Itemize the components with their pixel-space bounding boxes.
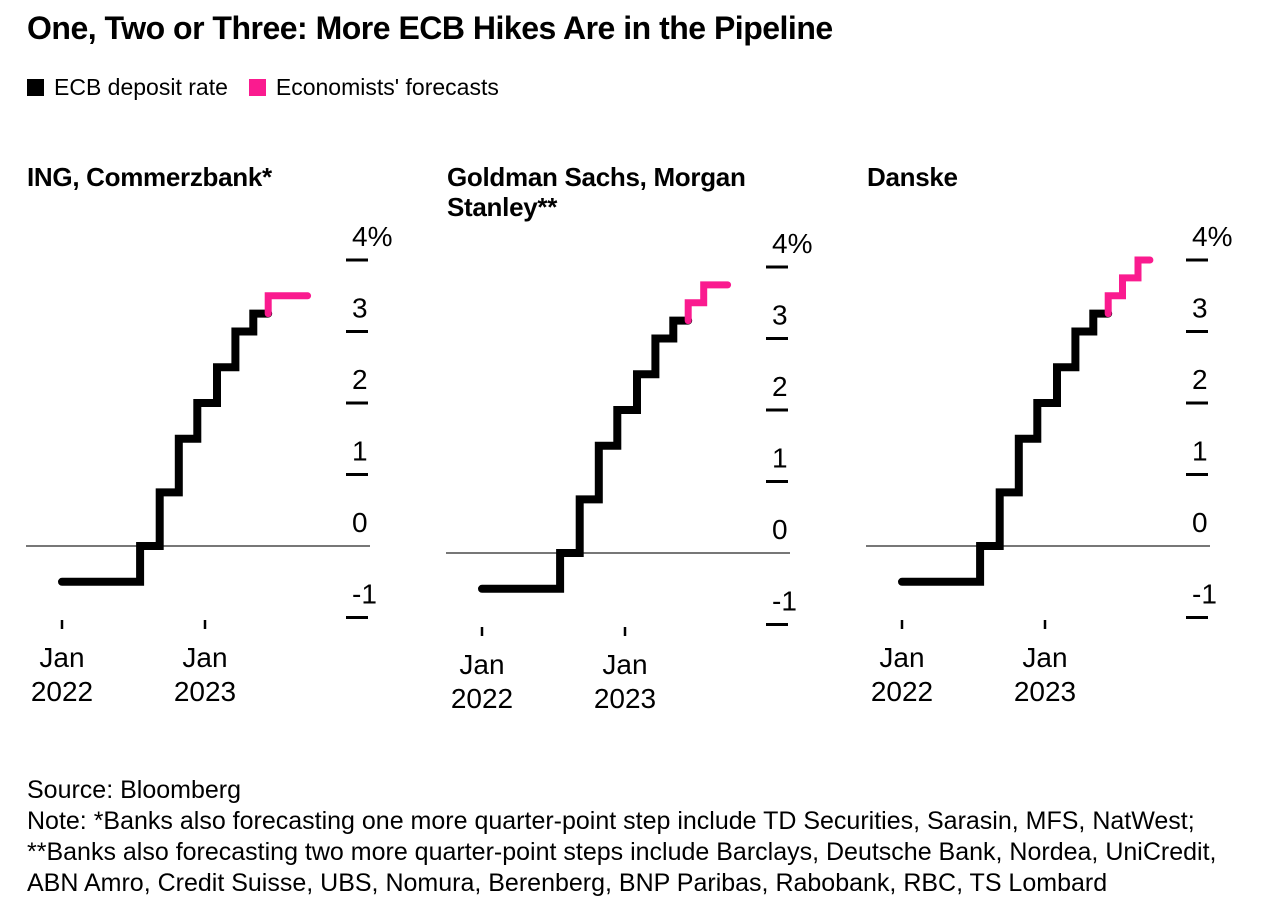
chart-panel-danske: Danske 4% 3 2 1 0 -1 Jan 2022 Jan 2023 xyxy=(840,151,1260,722)
y-tick-label: 0 xyxy=(352,507,368,538)
y-tick-label: 2 xyxy=(772,371,788,402)
y-tick-label: 3 xyxy=(352,293,368,324)
source-note-block: Source: Bloomberg Note: *Banks also fore… xyxy=(27,775,1245,899)
source-line: Source: Bloomberg xyxy=(27,776,242,804)
x-tick-label-year: 2023 xyxy=(174,676,236,707)
y-tick-label: 4% xyxy=(352,221,392,252)
panel-title: ING, Commerzbank* xyxy=(27,162,272,192)
small-multiples-row: ING, Commerzbank* 4% 3 2 1 0 -1 Jan 2022 Jan 2023… xyxy=(0,151,1270,722)
legend-item-deposit-rate: ECB deposit rate xyxy=(27,75,228,99)
x-tick-label-month: Jan xyxy=(879,642,924,673)
deposit-rate-step-line xyxy=(58,309,273,586)
legend-label-forecasts: Economists' forecasts xyxy=(275,74,499,100)
chart-panel-goldman-morganstanley: Goldman Sachs, Morgan Stanley** 4% 3 2 1 0 -1… xyxy=(420,151,840,722)
y-tick-label: -1 xyxy=(352,579,377,610)
panel-title: Goldman Sachs, Morgan Stanley** xyxy=(447,162,746,222)
x-tick-label-month: Jan xyxy=(39,642,84,673)
y-tick-label: 0 xyxy=(772,514,788,545)
y-tick-label: 3 xyxy=(772,300,788,331)
legend-swatch-black xyxy=(27,78,44,96)
deposit-rate-step-line xyxy=(478,316,693,593)
deposit-rate-step-line xyxy=(898,309,1113,586)
chart-panel-ing-commerzbank: ING, Commerzbank* 4% 3 2 1 0 -1 Jan 2022 Jan 2023 xyxy=(0,151,420,722)
forecast-step-line xyxy=(1104,256,1154,318)
y-tick-label: 0 xyxy=(1192,507,1208,538)
panel-title: Danske xyxy=(867,162,958,192)
y-tick-label: 4% xyxy=(1192,221,1232,252)
y-tick-label: 1 xyxy=(352,436,368,467)
x-tick-label-year: 2022 xyxy=(451,683,513,714)
x-tick-label-month: Jan xyxy=(182,642,227,673)
forecast-step-line xyxy=(264,292,312,318)
page-title: One, Two or Three: More ECB Hikes Are in… xyxy=(27,10,833,46)
legend: ECB deposit rate Economists' forecasts xyxy=(27,75,1243,99)
y-tick-label: 3 xyxy=(1192,293,1208,324)
y-tick-label: 2 xyxy=(352,364,368,395)
forecast-step-line xyxy=(684,281,732,325)
legend-item-forecasts: Economists' forecasts xyxy=(248,74,499,100)
x-tick-label-year: 2022 xyxy=(31,676,93,707)
y-tick-label: 1 xyxy=(772,443,788,474)
y-tick-label: -1 xyxy=(772,586,797,617)
y-tick-label: 4% xyxy=(772,228,812,259)
x-tick-label-year: 2023 xyxy=(1014,676,1076,707)
y-tick-label: 2 xyxy=(1192,364,1208,395)
x-tick-label-month: Jan xyxy=(1022,642,1067,673)
x-tick-label-year: 2023 xyxy=(594,683,656,714)
x-tick-label-month: Jan xyxy=(459,649,504,680)
x-tick-label-year: 2022 xyxy=(871,676,933,707)
legend-swatch-pink xyxy=(248,78,266,96)
legend-label-deposit-rate: ECB deposit rate xyxy=(54,74,228,100)
y-tick-label: -1 xyxy=(1192,579,1217,610)
y-tick-label: 1 xyxy=(1192,436,1208,467)
note-line: Note: *Banks also forecasting one more q… xyxy=(27,807,1217,897)
x-tick-label-month: Jan xyxy=(602,649,647,680)
